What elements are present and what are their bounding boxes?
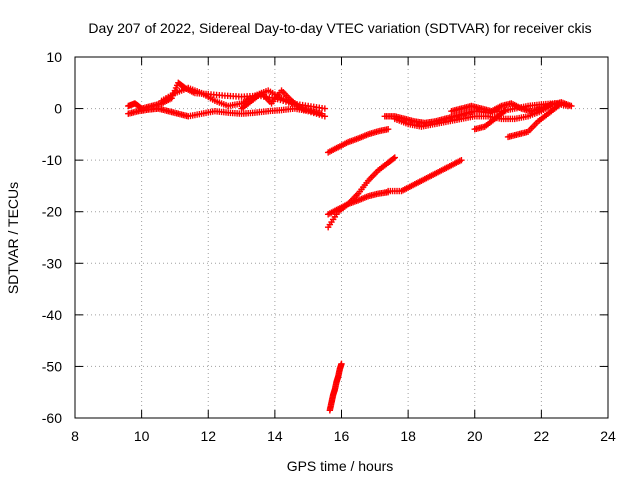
- series-track-h: [448, 99, 575, 115]
- data-point-marker: [390, 155, 397, 162]
- y-tick-label: -30: [42, 255, 62, 271]
- y-tick-label: -10: [42, 152, 62, 168]
- series-track-l: [384, 156, 465, 195]
- chart-title: Day 207 of 2022, Sidereal Day-to-day VTE…: [88, 20, 591, 36]
- x-tick-label: 20: [467, 428, 483, 444]
- y-tick-label: -50: [42, 358, 62, 374]
- y-tick-label: 10: [46, 49, 62, 65]
- x-tick-label: 16: [334, 428, 350, 444]
- data-points: [125, 79, 575, 414]
- y-axis-label: SDTVAR / TECUs: [5, 182, 21, 294]
- data-point-marker: [338, 360, 345, 368]
- x-axis-label: GPS time / hours: [287, 458, 394, 474]
- series-track-e: [324, 126, 392, 156]
- y-tick-label: 0: [54, 101, 62, 117]
- data-point-marker: [384, 126, 392, 133]
- x-tick-label: 24: [600, 428, 616, 444]
- axis-ticks: [74, 56, 609, 419]
- y-tick-label: -20: [42, 204, 62, 220]
- data-point-marker: [321, 105, 329, 112]
- y-tick-label: -40: [42, 307, 62, 323]
- series-track-d: [238, 87, 325, 117]
- series-track-j: [504, 102, 562, 141]
- x-tick-labels: 8 10 12 14 16 18 20 22 24: [71, 428, 616, 444]
- x-tick-label: 22: [534, 428, 550, 444]
- x-tick-label: 14: [267, 428, 283, 444]
- series-track-i: [471, 107, 508, 133]
- y-tick-labels: -60 -50 -40 -30 -20 -10 0 10: [42, 49, 62, 426]
- data-point-marker: [458, 156, 465, 164]
- data-point-marker: [391, 154, 398, 161]
- y-tick-label: -60: [42, 410, 62, 426]
- x-tick-label: 10: [134, 428, 150, 444]
- x-tick-label: 12: [200, 428, 216, 444]
- data-point-marker: [568, 102, 575, 110]
- series-track-m: [324, 154, 398, 231]
- data-point-marker: [321, 113, 329, 120]
- x-tick-label: 18: [400, 428, 416, 444]
- data-point-marker: [554, 102, 562, 110]
- x-tick-label: 8: [71, 428, 79, 444]
- series-track-n: [326, 360, 345, 414]
- data-point-marker: [318, 110, 325, 117]
- data-point-marker: [501, 107, 508, 115]
